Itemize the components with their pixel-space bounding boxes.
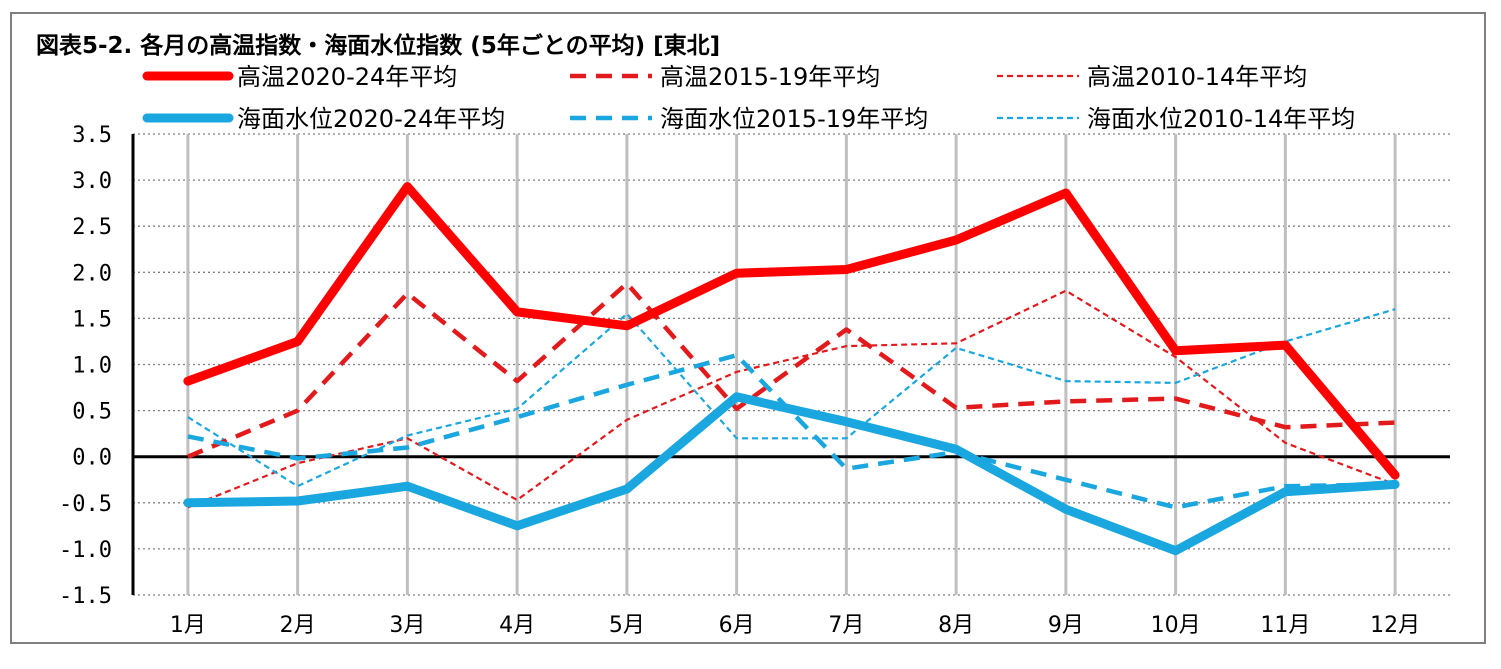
- x-tick-label: 11月: [1260, 613, 1310, 638]
- x-tick-label: 7月: [828, 613, 864, 638]
- y-tick-label: 0.0: [72, 446, 112, 471]
- y-tick-label: -0.5: [59, 492, 112, 517]
- x-tick-label: 9月: [1048, 613, 1084, 638]
- chart-title: 図表5-2. 各月の高温指数・海面水位指数 (5年ごとの平均) [東北]: [36, 33, 721, 59]
- series-line: [183, 392, 1400, 556]
- x-tick-label: 10月: [1151, 613, 1201, 638]
- y-tick-label: 3.5: [72, 123, 112, 148]
- legend-label: 海面水位2015-19年平均: [660, 105, 928, 133]
- axes: 3.5 3.0 2.5 2.0 1.5 1.0 0.5 0.0 -0.5 -1.0 -1.5 1月 2月…: [59, 123, 1450, 638]
- x-tick-label: 2月: [280, 613, 316, 638]
- x-tick-label: 6月: [719, 613, 755, 638]
- legend-label: 海面水位2010-14年平均: [1087, 105, 1355, 133]
- y-tick-label: -1.5: [59, 584, 112, 609]
- y-tick-label: 0.5: [72, 400, 112, 425]
- gridlines: [133, 133, 1450, 596]
- x-tick-label: 8月: [938, 613, 974, 638]
- legend-label: 海面水位2020-24年平均: [237, 105, 505, 133]
- y-tick-label: 3.0: [72, 169, 112, 194]
- x-tick-label: 4月: [499, 613, 535, 638]
- series-line: [183, 182, 1400, 480]
- y-tick-label: 1.5: [72, 307, 112, 332]
- series-line: [187, 281, 1396, 459]
- series-line: [187, 289, 1396, 509]
- y-tick-label: 2.0: [72, 261, 112, 286]
- y-tick-label: -1.0: [59, 538, 112, 563]
- chart-frame: [10, 12, 1486, 644]
- y-tick-label: 2.5: [72, 215, 112, 240]
- legend-label: 高温2010-14年平均: [1087, 63, 1307, 91]
- series-line: [187, 308, 1396, 488]
- series-line: [187, 353, 1396, 510]
- legend-label: 高温2015-19年平均: [660, 63, 880, 91]
- x-tick-label: 12月: [1370, 613, 1420, 638]
- y-tick-label: 1.0: [72, 354, 112, 379]
- series-lines: [183, 182, 1400, 556]
- legend-label: 高温2020-24年平均: [237, 63, 457, 91]
- x-tick-label: 1月: [170, 613, 206, 638]
- legend: 高温2020-24年平均 高温2015-19年平均 高温2010-14年平均海面水位…: [142, 63, 1355, 133]
- x-tick-label: 3月: [389, 613, 425, 638]
- x-tick-label: 5月: [609, 613, 645, 638]
